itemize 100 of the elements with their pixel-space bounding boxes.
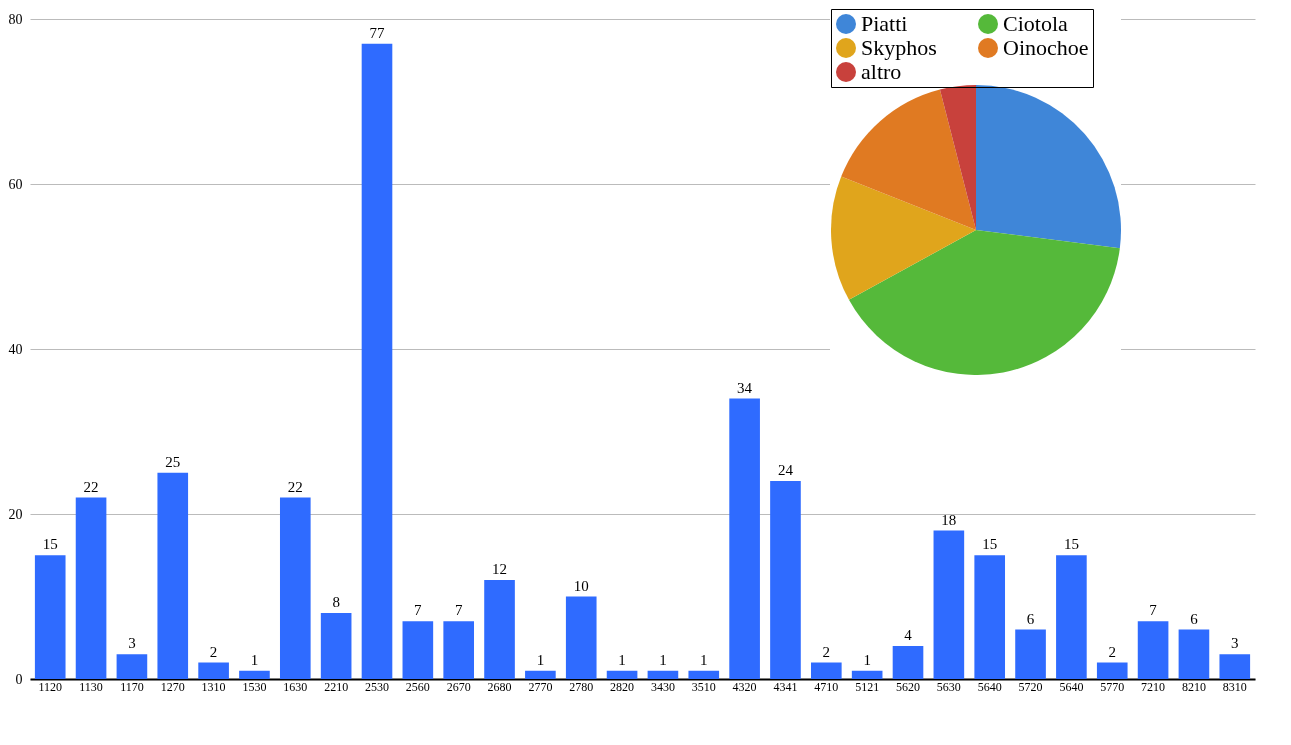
data-label: 22 — [83, 478, 99, 495]
x-tick-label: 1130 — [79, 679, 103, 694]
bar — [239, 670, 270, 679]
bar — [647, 670, 679, 679]
bar — [1137, 621, 1169, 679]
y-tick-label: 60 — [8, 176, 23, 192]
bar — [1178, 629, 1210, 679]
x-tick-label: 1270 — [160, 679, 185, 694]
pie-slice — [848, 230, 1120, 375]
bar — [279, 497, 311, 679]
x-tick-label: 1530 — [242, 679, 267, 694]
x-tick-label: 8310 — [1222, 679, 1247, 694]
x-tick-label: 5121 — [855, 679, 880, 694]
data-label: 10 — [573, 577, 589, 594]
x-tick-label: 2670 — [446, 679, 471, 694]
legend-label: Oinochoe — [1003, 35, 1089, 60]
x-tick-label: 4320 — [732, 679, 757, 694]
data-label: 6 — [1026, 610, 1035, 627]
x-tick-label: 2210 — [324, 679, 349, 694]
data-label: 2 — [1108, 643, 1116, 660]
legend-label: Piatti — [861, 11, 908, 36]
bar — [34, 555, 66, 679]
data-label: 8 — [332, 594, 340, 610]
bar — [974, 555, 1006, 679]
bar — [525, 670, 556, 679]
x-tick-label: 3510 — [691, 679, 716, 694]
bar — [320, 613, 352, 679]
data-label: 1 — [659, 651, 667, 668]
data-label: 34 — [737, 379, 753, 396]
bar — [606, 670, 638, 679]
data-label: 24 — [777, 462, 794, 478]
x-tick-label: 5620 — [896, 679, 921, 694]
data-label: 2 — [209, 643, 218, 660]
data-label: 12 — [492, 561, 508, 577]
x-tick-label: 2560 — [405, 679, 430, 694]
bar — [892, 646, 924, 679]
pie-slice — [831, 176, 976, 300]
data-label: 6 — [1190, 610, 1199, 627]
y-tick-label: 80 — [8, 11, 23, 27]
data-label: 1 — [700, 651, 708, 668]
data-label: 22 — [287, 478, 303, 495]
x-tick-label: 2680 — [487, 679, 512, 694]
data-label: 18 — [941, 511, 957, 528]
bar — [361, 43, 393, 679]
x-tick-label: 2820 — [610, 679, 635, 694]
bar — [1056, 555, 1087, 679]
data-label: 1 — [536, 651, 545, 668]
data-label: 7 — [414, 602, 423, 619]
data-label: 3 — [1231, 635, 1239, 652]
data-label: 15 — [42, 536, 58, 553]
x-tick-label: 7210 — [1141, 679, 1166, 694]
data-label: 1 — [618, 651, 626, 668]
pie-slice — [939, 85, 976, 230]
legend-label: Skyphos — [861, 35, 937, 60]
data-label: 7 — [454, 602, 463, 619]
bar — [933, 530, 965, 679]
legend-label: Ciotola — [1003, 11, 1069, 36]
x-tick-label: 4341 — [773, 679, 798, 694]
x-tick-label: 5640 — [977, 679, 1002, 694]
x-tick-label: 4710 — [814, 679, 839, 694]
data-label: 77 — [369, 24, 385, 41]
bar — [688, 670, 720, 679]
bar — [75, 497, 107, 679]
bar — [443, 621, 475, 679]
x-tick-label: 5770 — [1100, 679, 1125, 694]
bar — [729, 398, 760, 679]
bar — [565, 596, 597, 679]
x-tick-label: 2780 — [569, 679, 594, 694]
bar — [157, 472, 189, 679]
x-tick-label: 1630 — [283, 679, 308, 694]
x-tick-label: 1170 — [120, 679, 144, 694]
bar — [770, 481, 801, 679]
data-label: 1 — [863, 651, 871, 668]
bar — [1015, 629, 1046, 679]
pie-slice — [841, 89, 976, 230]
data-label: 2 — [822, 643, 831, 660]
bar — [402, 621, 434, 679]
data-label: 3 — [128, 635, 136, 652]
data-label: 15 — [1063, 536, 1079, 553]
legend-label: altro — [861, 59, 902, 84]
x-tick-label: 8210 — [1181, 679, 1206, 694]
y-tick-label: 0 — [15, 671, 23, 687]
bar — [484, 580, 515, 679]
x-tick-label: 1310 — [201, 679, 226, 694]
data-label: 1 — [250, 651, 259, 668]
bar — [851, 670, 883, 679]
bar — [810, 662, 842, 679]
bar — [1096, 662, 1128, 679]
x-tick-label: 5640 — [1059, 679, 1084, 694]
bar — [1219, 654, 1251, 679]
bar — [198, 662, 229, 679]
y-tick-label: 40 — [8, 341, 23, 357]
data-label: 4 — [904, 627, 913, 643]
x-tick-label: 1120 — [38, 679, 62, 694]
data-label: 15 — [982, 536, 998, 553]
x-tick-label: 2530 — [364, 679, 389, 694]
x-tick-label: 2770 — [528, 679, 553, 694]
x-tick-label: 5720 — [1018, 679, 1043, 694]
data-label: 7 — [1149, 602, 1158, 619]
pie-slice — [976, 85, 1121, 249]
